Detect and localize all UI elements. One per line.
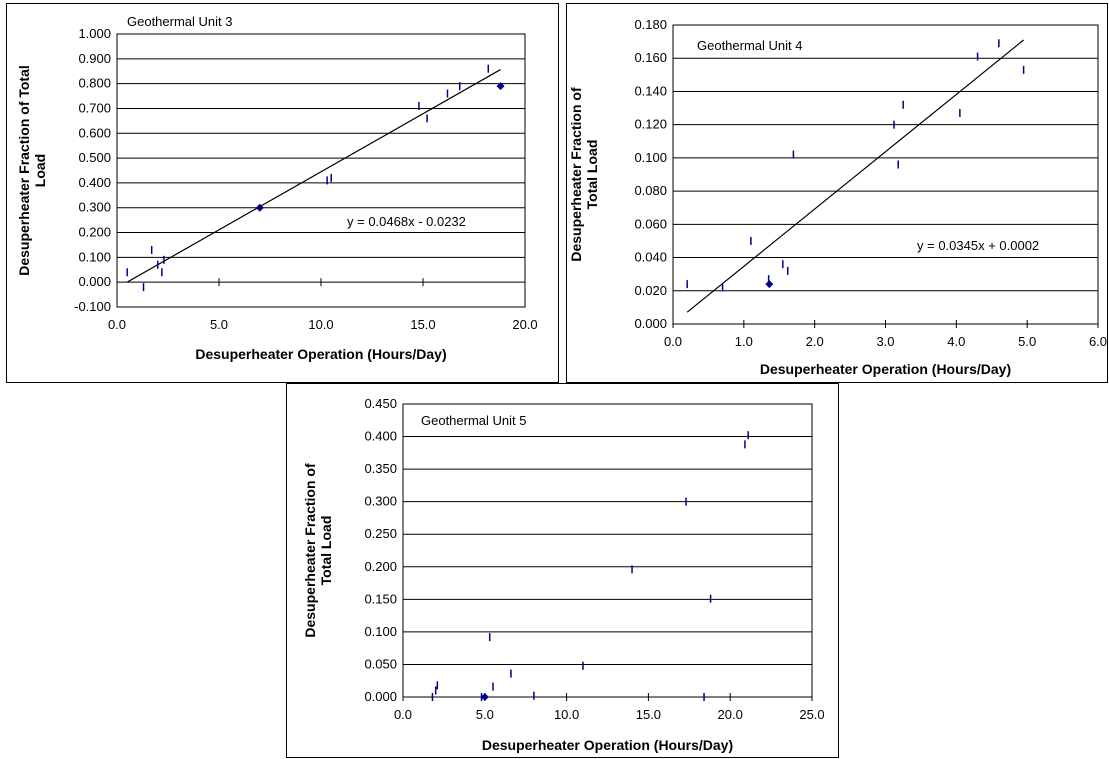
x-tick-label: 3.0 — [876, 334, 894, 349]
y-tick-label: 0.450 — [364, 396, 397, 411]
y-tick-label: 1.000 — [78, 26, 111, 41]
plot-area-border — [116, 33, 526, 308]
chart-panel-unit-4: 0.000 0.020 0.040 0.060 0.080 0.100 0.120 0.140… — [566, 3, 1108, 383]
trendline-equation: y = 0.0345x + 0.0002 — [917, 238, 1039, 253]
chart-panel-unit-5: 0.000 0.050 0.100 0.150 0.200 0.250 0.300 0.350… — [286, 383, 839, 758]
x-tick-label: 25.0 — [799, 707, 824, 722]
y-tick-label: 0.800 — [78, 76, 111, 91]
y-tick-label: 0.200 — [364, 559, 397, 574]
x-axis-title: Desuperheater Operation (Hours/Day) — [760, 361, 1011, 377]
x-tick-label: 20.0 — [718, 707, 743, 722]
chart-panel-unit-3: -0.100 0.000 0.100 0.200 0.300 0.400 0.500 0.60… — [6, 3, 559, 383]
x-tick-label: 10.0 — [308, 317, 333, 332]
y-tick-label: 0.140 — [634, 83, 667, 98]
x-tick-label: 0.0 — [108, 317, 126, 332]
y-tick-label: 0.080 — [634, 183, 667, 198]
y-axis-title: Desuperheater Fraction ofTotal Load — [302, 463, 334, 638]
y-tick-label: 0.400 — [78, 175, 111, 190]
y-tick-label: 0.160 — [634, 50, 667, 65]
y-tick-label: 0.300 — [364, 494, 397, 509]
x-tick-label: 15.0 — [636, 707, 661, 722]
y-tick-label: 0.150 — [364, 591, 397, 606]
y-tick-label: 0.060 — [634, 216, 667, 231]
equation-background — [913, 236, 1085, 255]
x-tick-label: 5.0 — [210, 317, 228, 332]
equation-background — [343, 212, 515, 231]
y-tick-label: 0.250 — [364, 526, 397, 541]
plot-area-border — [672, 24, 1099, 325]
y-tick-label: 0.050 — [364, 656, 397, 671]
y-tick-label: 0.350 — [364, 461, 397, 476]
y-tick-label: 0.700 — [78, 100, 111, 115]
y-tick-label: 0.000 — [634, 316, 667, 331]
trendline-equation: y = 0.0468x - 0.0232 — [347, 214, 466, 229]
trendline — [686, 39, 1025, 313]
chart-title: Geothermal Unit 3 — [127, 14, 233, 29]
y-tick-label: 0.300 — [78, 200, 111, 215]
x-tick-label: 5.0 — [476, 707, 494, 722]
y-tick-label: 0.500 — [78, 150, 111, 165]
plot-area-border — [402, 403, 813, 698]
chart-unit-5: 0.000 0.050 0.100 0.150 0.200 0.250 0.300 0.350… — [302, 396, 825, 753]
y-tick-label: 0.000 — [78, 274, 111, 289]
x-axis-title: Desuperheater Operation (Hours/Day) — [482, 737, 733, 753]
y-axis-title: Desuperheater Fraction of TotalLoad — [16, 65, 48, 276]
y-axis-title: Desuperheater Fraction ofTotal Load — [568, 87, 600, 262]
chart-unit-3: -0.100 0.000 0.100 0.200 0.300 0.400 0.500 0.60… — [16, 14, 538, 362]
y-tick-label: 0.200 — [78, 225, 111, 240]
chart-unit-4: 0.000 0.020 0.040 0.060 0.080 0.100 0.120 0.140… — [568, 17, 1107, 377]
y-tick-label: 0.020 — [634, 283, 667, 298]
x-tick-label: 0.0 — [664, 334, 682, 349]
x-tick-label: 0.0 — [394, 707, 412, 722]
y-tick-label: 0.120 — [634, 117, 667, 132]
data-point-diamond — [496, 82, 505, 91]
trendline — [126, 69, 501, 283]
data-point-diamond — [480, 693, 489, 701]
x-axis-title: Desuperheater Operation (Hours/Day) — [195, 346, 446, 362]
chart-title: Geothermal Unit 4 — [697, 38, 803, 53]
x-tick-label: 1.0 — [735, 334, 753, 349]
x-tick-label: 10.0 — [554, 707, 579, 722]
y-tick-label: 0.180 — [634, 17, 667, 32]
x-tick-label: 6.0 — [1089, 334, 1107, 349]
y-tick-label: -0.100 — [74, 299, 111, 314]
y-tick-label: 0.600 — [78, 125, 111, 140]
y-tick-label: 0.040 — [634, 250, 667, 265]
y-tick-label: 0.000 — [364, 689, 397, 704]
y-tick-label: 0.100 — [634, 150, 667, 165]
x-tick-label: 4.0 — [947, 334, 965, 349]
x-tick-label: 20.0 — [512, 317, 537, 332]
chart-title: Geothermal Unit 5 — [421, 413, 527, 428]
y-tick-label: 0.900 — [78, 51, 111, 66]
y-tick-label: 0.100 — [364, 624, 397, 639]
x-tick-label: 2.0 — [806, 334, 824, 349]
y-tick-label: 0.400 — [364, 429, 397, 444]
y-tick-label: 0.100 — [78, 249, 111, 264]
data-point-diamond — [765, 280, 774, 289]
x-tick-label: 15.0 — [410, 317, 435, 332]
x-tick-label: 5.0 — [1018, 334, 1036, 349]
